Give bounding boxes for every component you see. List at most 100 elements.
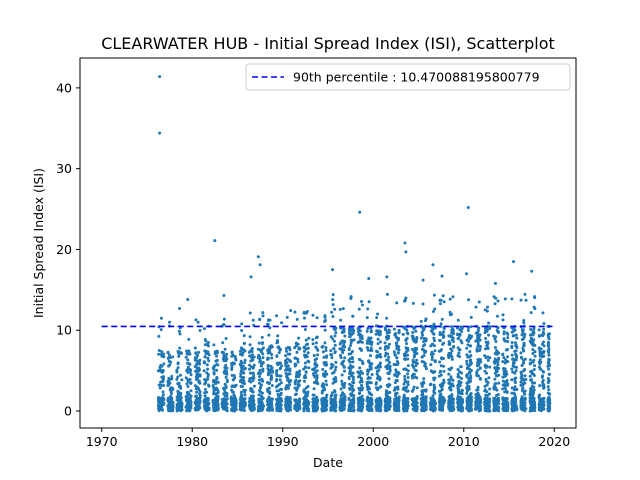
plot-area xyxy=(80,58,576,428)
data-point xyxy=(167,359,171,363)
data-point xyxy=(378,385,382,389)
data-point xyxy=(501,402,505,406)
data-point xyxy=(159,316,163,320)
data-point xyxy=(367,336,371,340)
data-point xyxy=(510,391,514,395)
data-point xyxy=(497,399,501,403)
data-point xyxy=(189,404,193,408)
data-point xyxy=(307,336,311,340)
data-point xyxy=(358,347,362,351)
data-point xyxy=(204,339,208,343)
data-point xyxy=(406,357,410,361)
data-point xyxy=(422,403,426,407)
x-tick-label: 2000 xyxy=(357,434,389,449)
data-point xyxy=(348,368,352,372)
data-point xyxy=(206,356,210,360)
data-point xyxy=(412,400,416,404)
data-point xyxy=(339,318,343,322)
data-point xyxy=(332,370,336,374)
data-point xyxy=(440,382,444,386)
data-point xyxy=(431,263,435,267)
data-point xyxy=(420,359,424,363)
data-point xyxy=(305,391,309,395)
data-point xyxy=(339,405,343,409)
data-point xyxy=(303,406,307,410)
data-point xyxy=(352,338,356,342)
data-point xyxy=(258,372,262,376)
data-point xyxy=(421,325,425,329)
data-point xyxy=(203,355,207,359)
data-point xyxy=(267,333,271,337)
data-point xyxy=(365,398,369,402)
data-point xyxy=(483,347,487,351)
data-point xyxy=(486,342,490,346)
data-point xyxy=(248,401,252,405)
data-point xyxy=(438,400,442,404)
data-point xyxy=(369,397,373,401)
data-point xyxy=(315,369,319,373)
data-point xyxy=(216,363,220,367)
data-point xyxy=(511,402,515,406)
data-point xyxy=(347,346,351,350)
data-point xyxy=(456,372,460,376)
data-point xyxy=(347,331,351,335)
data-point xyxy=(460,408,464,412)
data-point xyxy=(225,391,229,395)
data-point xyxy=(212,370,216,374)
data-point xyxy=(405,336,409,340)
data-point xyxy=(222,317,226,321)
data-point xyxy=(297,336,301,340)
data-point xyxy=(495,314,499,318)
data-point xyxy=(439,356,443,360)
data-point xyxy=(357,307,361,311)
data-point xyxy=(178,346,182,350)
data-point xyxy=(506,339,510,343)
data-point xyxy=(289,309,293,313)
data-point xyxy=(370,343,374,347)
data-point xyxy=(392,327,396,331)
data-point xyxy=(414,364,418,368)
data-point xyxy=(429,398,433,402)
data-point xyxy=(476,336,480,340)
data-point xyxy=(465,397,469,401)
data-point xyxy=(484,330,488,334)
data-point xyxy=(519,351,523,355)
data-point xyxy=(501,360,505,364)
data-point xyxy=(167,400,171,404)
data-point xyxy=(306,404,310,408)
data-point xyxy=(476,345,480,349)
data-point xyxy=(351,378,355,382)
data-point xyxy=(242,342,246,346)
data-point xyxy=(303,349,306,353)
data-point xyxy=(311,367,315,371)
data-point xyxy=(175,395,179,399)
data-point xyxy=(240,401,244,405)
data-point xyxy=(360,394,364,398)
data-point xyxy=(459,400,463,404)
data-point xyxy=(221,341,225,345)
data-point xyxy=(493,396,497,400)
data-point xyxy=(252,400,256,404)
data-point xyxy=(457,351,461,355)
data-point xyxy=(448,313,452,317)
data-point xyxy=(251,379,255,383)
data-point xyxy=(185,390,189,394)
data-point xyxy=(188,393,192,397)
data-point xyxy=(260,342,264,346)
data-point xyxy=(422,340,426,343)
data-point xyxy=(395,301,399,305)
data-point xyxy=(532,385,536,389)
data-point xyxy=(412,355,416,359)
data-point xyxy=(475,388,479,392)
data-point xyxy=(411,397,415,401)
data-point xyxy=(488,400,492,404)
data-point xyxy=(351,371,355,375)
data-point xyxy=(419,319,423,323)
data-point xyxy=(285,395,289,399)
data-point xyxy=(432,336,436,340)
data-point xyxy=(222,294,226,298)
data-point xyxy=(433,349,437,353)
data-point xyxy=(347,366,351,370)
data-point xyxy=(286,386,290,390)
data-point xyxy=(469,374,473,378)
